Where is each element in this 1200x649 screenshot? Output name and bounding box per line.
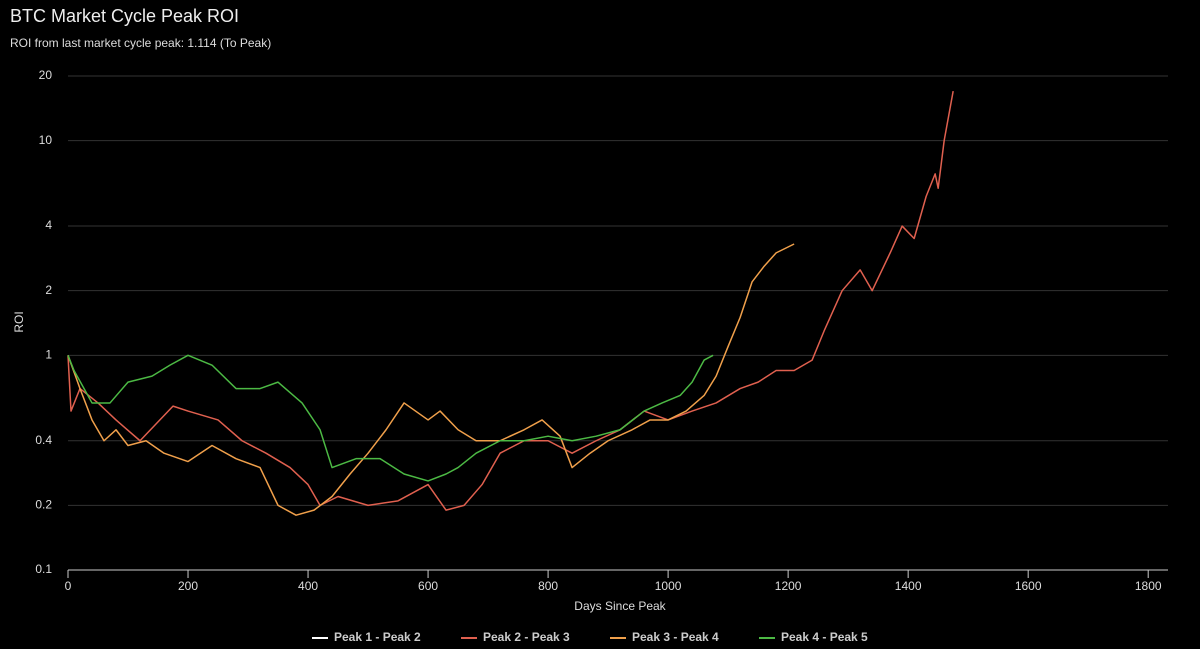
x-tick-label: 1200 <box>775 579 802 593</box>
x-tick-label: 1800 <box>1135 579 1162 593</box>
y-tick-label: 0.1 <box>35 562 52 576</box>
chart-title: BTC Market Cycle Peak ROI <box>10 6 239 26</box>
series-line <box>67 243 795 516</box>
x-axis-label: Days Since Peak <box>574 599 666 613</box>
x-tick-label: 600 <box>418 579 438 593</box>
x-tick-label: 200 <box>178 579 198 593</box>
x-tick-label: 400 <box>298 579 318 593</box>
y-axis-label: ROI <box>12 311 26 332</box>
series-line <box>67 91 954 511</box>
x-tick-label: 1000 <box>655 579 682 593</box>
x-tick-label: 1400 <box>895 579 922 593</box>
x-tick-label: 800 <box>538 579 558 593</box>
chart-subtitle: ROI from last market cycle peak: 1.114 (… <box>10 36 271 50</box>
y-tick-label: 10 <box>39 133 53 147</box>
series-line <box>67 354 714 482</box>
legend-label[interactable]: Peak 3 - Peak 4 <box>632 630 719 644</box>
y-tick-label: 1 <box>45 347 52 361</box>
y-tick-label: 0.2 <box>35 498 52 512</box>
legend-label[interactable]: Peak 2 - Peak 3 <box>483 630 570 644</box>
y-tick-label: 4 <box>45 218 52 232</box>
legend-label[interactable]: Peak 4 - Peak 5 <box>781 630 868 644</box>
x-tick-label: 1600 <box>1015 579 1042 593</box>
y-tick-label: 20 <box>39 68 53 82</box>
legend-label[interactable]: Peak 1 - Peak 2 <box>334 630 421 644</box>
y-tick-label: 2 <box>45 283 52 297</box>
y-tick-label: 0.4 <box>35 433 52 447</box>
x-tick-label: 0 <box>65 579 72 593</box>
